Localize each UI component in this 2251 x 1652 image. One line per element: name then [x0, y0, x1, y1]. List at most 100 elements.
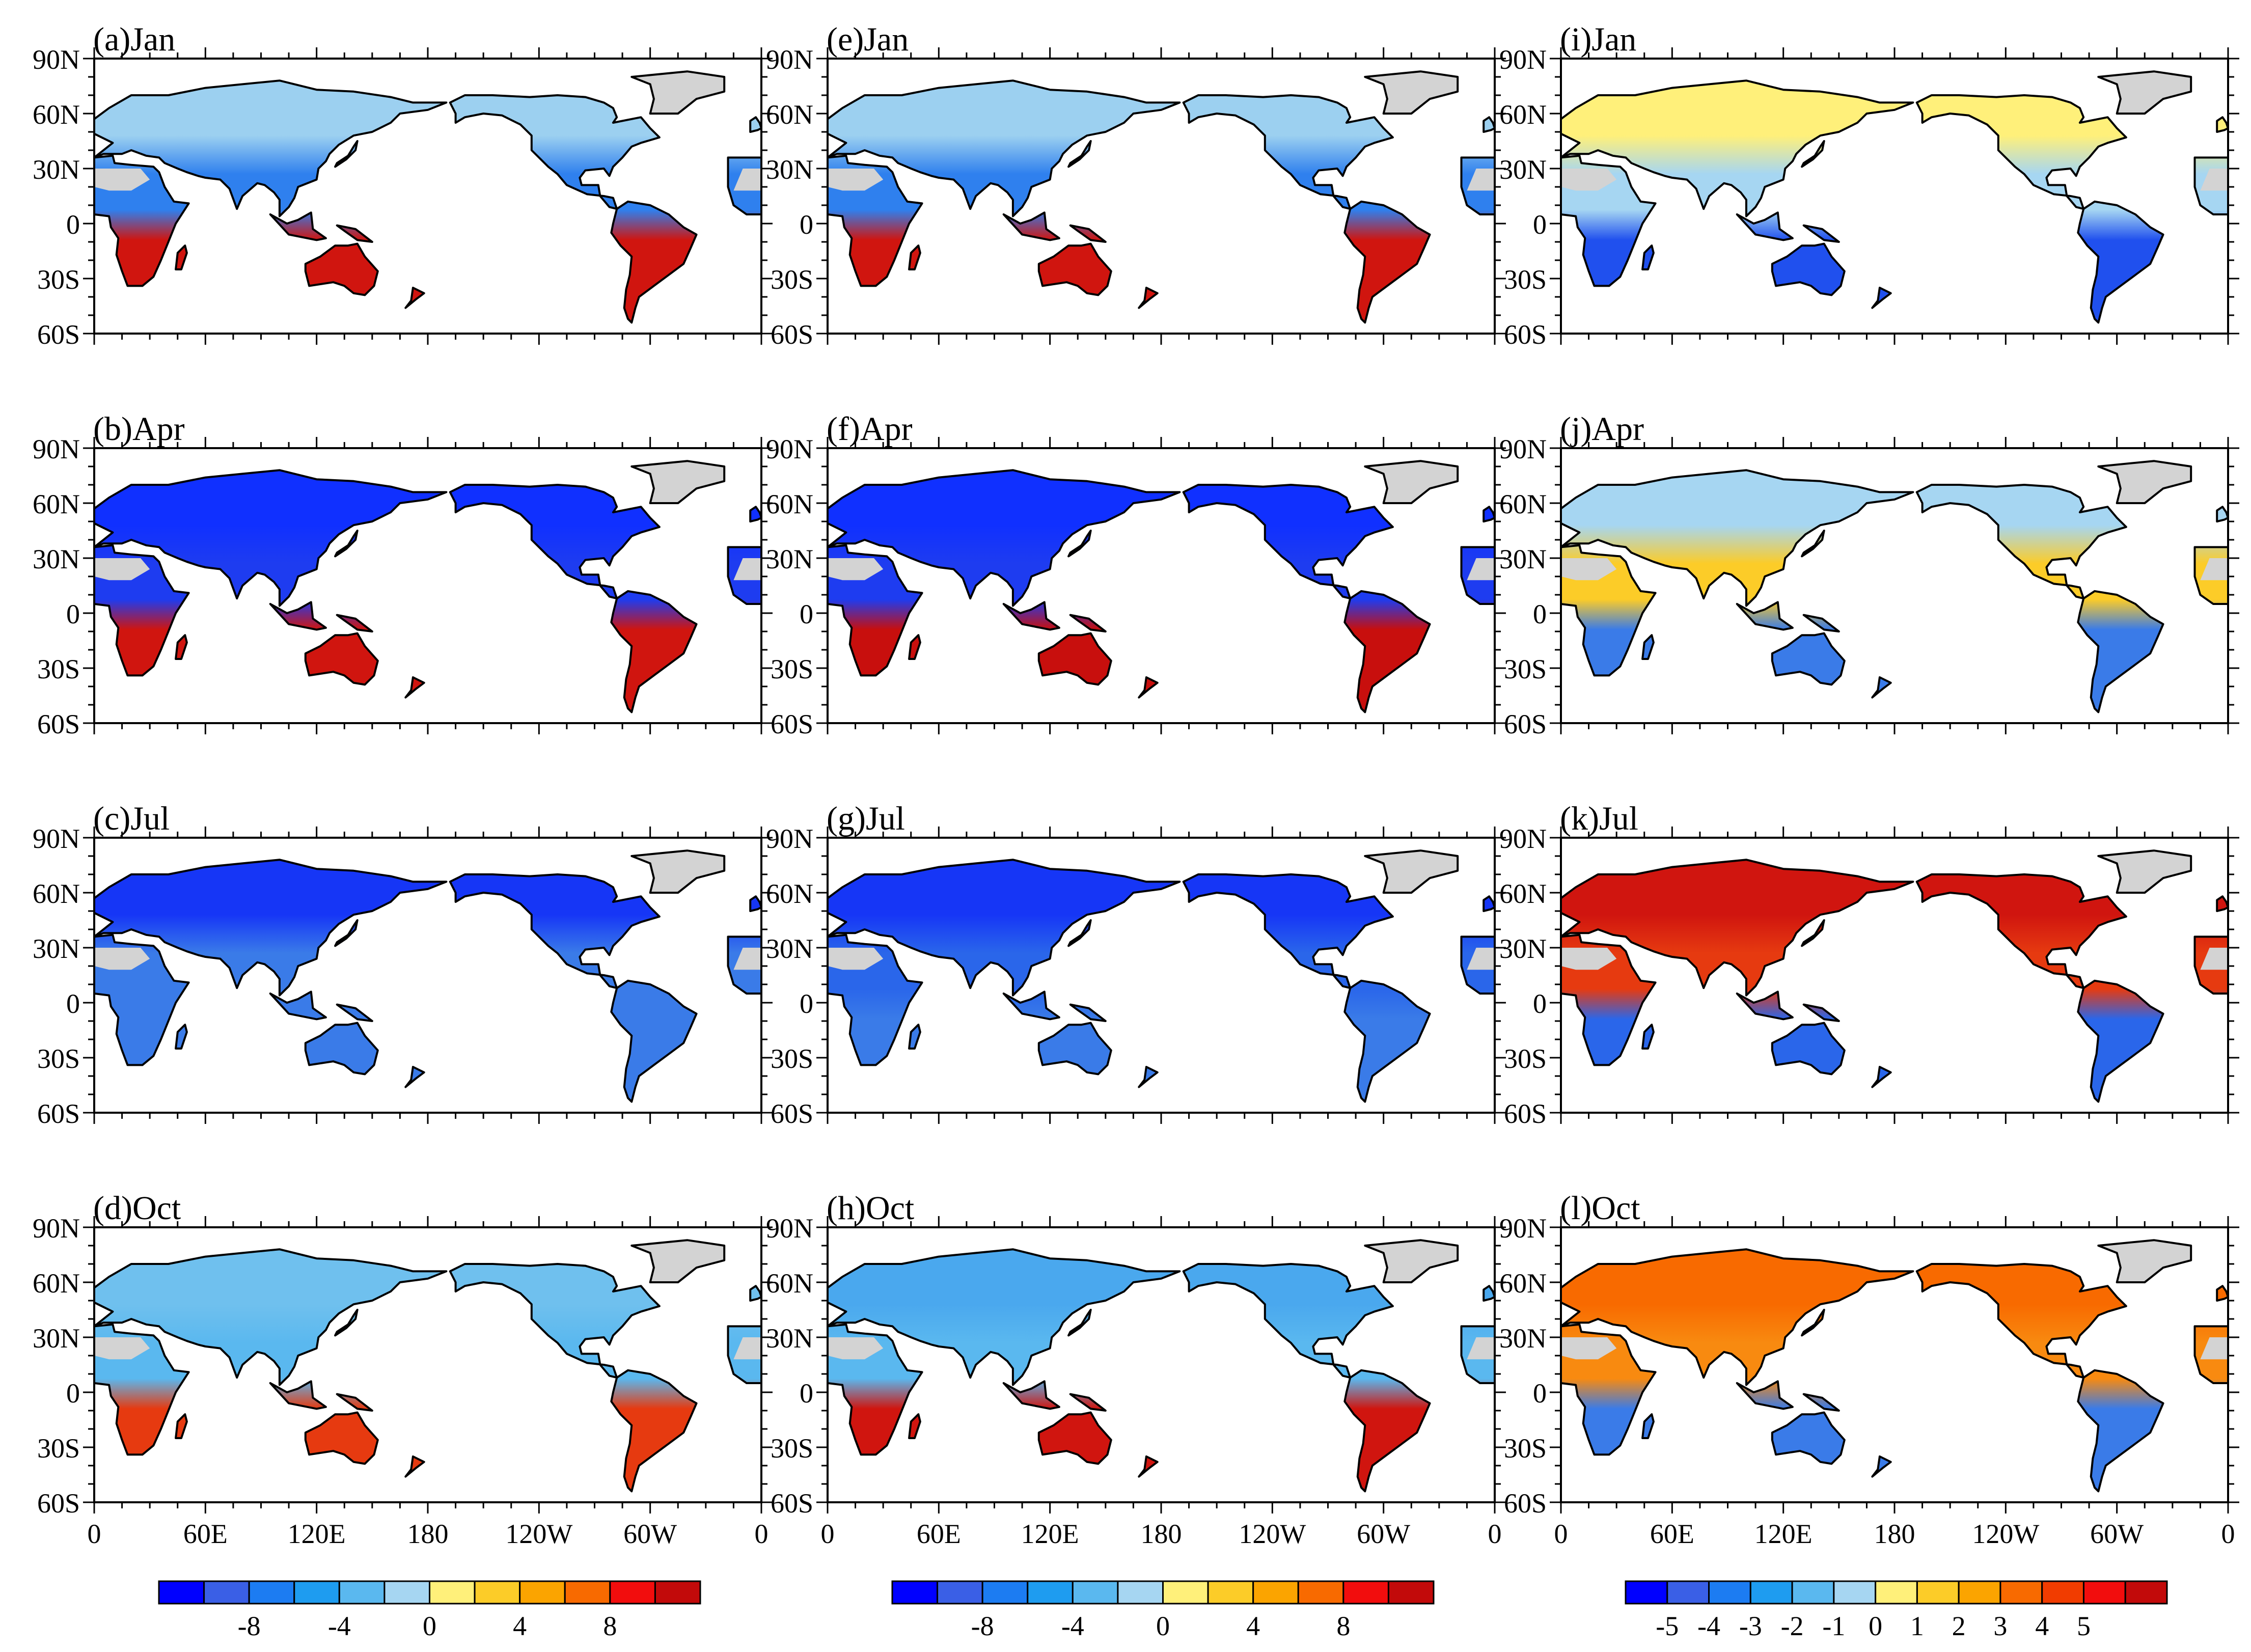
- coastline-africa: [1561, 154, 1657, 287]
- missing-saharaW: [2200, 948, 2228, 970]
- missing-sahara: [94, 558, 150, 581]
- lat-tick-label: 30N: [33, 544, 80, 574]
- colorbar-box: [937, 1580, 983, 1605]
- coastline-africa: [94, 544, 190, 677]
- coastline-australia: [1771, 632, 1846, 686]
- land-uk: [2217, 507, 2228, 521]
- coastline-eurasia: [94, 1248, 448, 1386]
- land-seAsia: [270, 212, 326, 240]
- coastline-uk: [2216, 895, 2228, 912]
- lat-tick-label: 0: [1533, 988, 1547, 1019]
- coastline-africaWest: [2193, 156, 2228, 215]
- lat-tick-label: 60S: [1504, 709, 1547, 739]
- lat-tick-label: 90N: [1499, 1213, 1547, 1244]
- lon-tick-label: 0: [1488, 1519, 1502, 1549]
- coastline-africa: [828, 1323, 923, 1456]
- coastline-japan: [1067, 140, 1092, 168]
- colorbar-label: -8: [238, 1611, 261, 1641]
- colorbars: -8 -4 0 4 8 -8 -4 0 4 8 -5 -4 -3 -2 -1 0 1 2 3 4 5: [158, 1580, 2168, 1641]
- land-seAsia: [1737, 602, 1793, 630]
- lat-tick-label: 30S: [771, 264, 813, 295]
- lat-tick-label: 60S: [37, 709, 80, 739]
- coastline-eurasia: [828, 79, 1181, 217]
- land-southAmerica: [2078, 980, 2163, 1102]
- coastline-newGuinea: [336, 224, 373, 243]
- coastline-australia: [304, 242, 379, 296]
- coastline-northAmerica: [1915, 94, 2127, 210]
- coastline-newGuinea: [336, 614, 373, 632]
- land-field: [1561, 460, 2228, 713]
- coastline-madagascar: [908, 634, 921, 660]
- panel-title: (f)Apr: [827, 410, 913, 448]
- coastline-africa: [1561, 544, 1657, 677]
- coastline-africaWest: [1460, 1325, 1495, 1384]
- missing-saharaW: [733, 558, 761, 581]
- coastline-nz: [1871, 287, 1892, 309]
- lat-tick-label: 60S: [771, 319, 813, 350]
- colorbar-box: [1708, 1580, 1751, 1605]
- coastline-southAmerica: [610, 590, 698, 713]
- land-eurasia: [94, 80, 447, 216]
- lon-tick-label: 180: [1874, 1519, 1915, 1549]
- coastline-greenland: [630, 70, 726, 115]
- panel-title: (l)Oct: [1560, 1190, 1640, 1227]
- coastline-seAsia: [1736, 601, 1794, 631]
- lat-tick-label: 30N: [1499, 933, 1547, 964]
- coastline-japan: [1801, 1309, 1825, 1337]
- land-eurasia: [828, 860, 1180, 996]
- coastline-africa: [94, 154, 190, 287]
- coastline-eurasia: [1561, 859, 1914, 997]
- lon-tick-label: 0: [2221, 1519, 2235, 1549]
- coastline-newGuinea: [1802, 1393, 1840, 1412]
- coastline-uk: [749, 895, 761, 912]
- land-uk: [1484, 1286, 1495, 1301]
- lat-tick-label: 60N: [1499, 489, 1547, 519]
- coastline-seAsia: [1002, 211, 1060, 241]
- coastline-madagascar: [908, 244, 921, 270]
- lon-tick-label: 60E: [183, 1519, 228, 1549]
- missing-saharaW: [733, 169, 761, 191]
- coastline-seAsia: [1002, 990, 1060, 1021]
- coastline-eurasia: [1561, 469, 1914, 607]
- land-newGuinea: [1803, 615, 1839, 631]
- coastline-madagascar: [175, 244, 188, 270]
- lat-tick-label: 60N: [766, 1268, 813, 1299]
- land-australia: [1772, 1412, 1845, 1464]
- land-southAmerica: [1344, 591, 1430, 712]
- lat-tick-label: 90N: [766, 434, 813, 464]
- land-newGuinea: [1803, 225, 1839, 242]
- coastline-japan: [334, 1309, 359, 1337]
- land-seAsia: [1737, 1381, 1793, 1409]
- lat-tick-label: 30N: [766, 1323, 813, 1354]
- colorbar-label: 4: [2035, 1611, 2049, 1641]
- lat-tick-label: 30S: [771, 1433, 813, 1464]
- missing-sahara: [1561, 948, 1617, 970]
- colorbar-box: [1207, 1580, 1254, 1605]
- coastline-seAsia: [1736, 990, 1794, 1021]
- land-northAmerica: [1916, 95, 2126, 209]
- coastline-newGuinea: [1069, 614, 1107, 632]
- coastline-madagascar: [1641, 1413, 1655, 1439]
- lat-tick-label: 30N: [1499, 1323, 1547, 1354]
- colorbar-box: [1252, 1580, 1299, 1605]
- lon-tick-label: 0: [1554, 1519, 1568, 1549]
- land-northAmerica: [1916, 485, 2126, 599]
- coastline-southAmerica: [610, 200, 698, 324]
- lon-tick-label: 180: [407, 1519, 449, 1549]
- land-field: [828, 460, 1495, 713]
- lon-tick-label: 120W: [505, 1519, 572, 1549]
- land-seAsia: [1737, 212, 1793, 240]
- land-southAmerica: [2078, 201, 2163, 323]
- coastline-africa: [1561, 1323, 1657, 1456]
- coastline-japan: [1801, 530, 1825, 558]
- lat-tick-label: 0: [1533, 1378, 1547, 1409]
- colorbar-label: 5: [2077, 1611, 2091, 1641]
- land-field: [94, 460, 761, 713]
- land-southAmerica: [611, 201, 697, 323]
- missing-saharaW: [733, 948, 761, 970]
- lon-tick-label: 120E: [1021, 1519, 1079, 1549]
- colorbar-box: [203, 1580, 250, 1605]
- coastline-eurasia: [828, 469, 1181, 607]
- panel-title: (h)Oct: [827, 1190, 914, 1227]
- lat-tick-label: 90N: [33, 434, 80, 464]
